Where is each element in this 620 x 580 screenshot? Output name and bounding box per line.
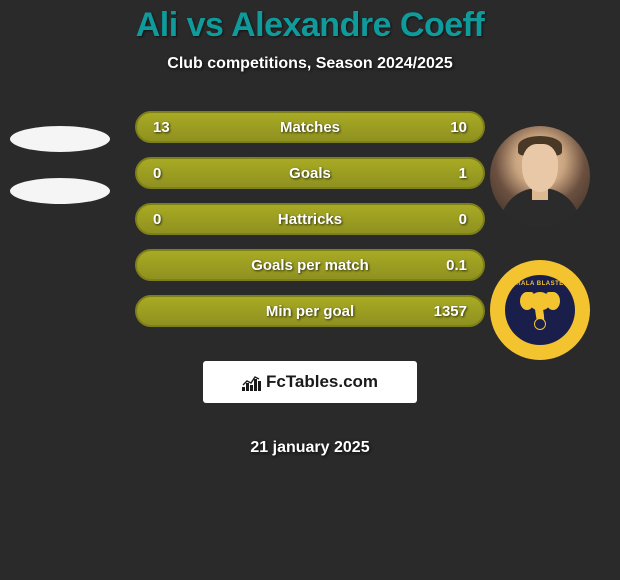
stat-right-value: 0 (459, 211, 467, 228)
stat-left-value: 13 (153, 119, 170, 136)
bar-chart-icon (242, 373, 262, 391)
stat-label: Goals per match (251, 257, 369, 274)
club-left-placeholder-icon (10, 178, 110, 204)
page-subtitle: Club competitions, Season 2024/2025 (167, 55, 452, 73)
player-right-avatar (490, 126, 590, 226)
comparison-card: Ali vs Alexandre Coeff Club competitions… (0, 0, 620, 457)
stat-row-min-per-goal: Min per goal 1357 (135, 295, 485, 327)
brand-box[interactable]: FcTables.com (203, 361, 417, 403)
stat-left-value: 0 (153, 165, 161, 182)
date-text: 21 january 2025 (250, 439, 369, 457)
club-logo-icon: KERALA BLASTERS (505, 275, 575, 345)
stat-label: Goals (289, 165, 331, 182)
page-title: Ali vs Alexandre Coeff (136, 6, 485, 45)
stat-row-matches: 13 Matches 10 (135, 111, 485, 143)
stat-row-hattricks: 0 Hattricks 0 (135, 203, 485, 235)
brand-text: FcTables.com (266, 372, 378, 392)
stat-right-value: 1357 (434, 303, 467, 320)
club-name-text: KERALA BLASTERS (507, 281, 573, 287)
stat-row-goals-per-match: Goals per match 0.1 (135, 249, 485, 281)
avatar-face (522, 144, 558, 192)
stat-right-value: 0.1 (446, 257, 467, 274)
stat-right-value: 1 (459, 165, 467, 182)
player-left-placeholder-icon (10, 126, 110, 152)
stat-label: Hattricks (278, 211, 342, 228)
stat-label: Min per goal (266, 303, 354, 320)
stat-row-goals: 0 Goals 1 (135, 157, 485, 189)
stat-left-value: 0 (153, 211, 161, 228)
stat-label: Matches (280, 119, 340, 136)
stat-right-value: 10 (450, 119, 467, 136)
elephant-icon (518, 290, 562, 330)
club-right-badge: KERALA BLASTERS (490, 260, 590, 360)
